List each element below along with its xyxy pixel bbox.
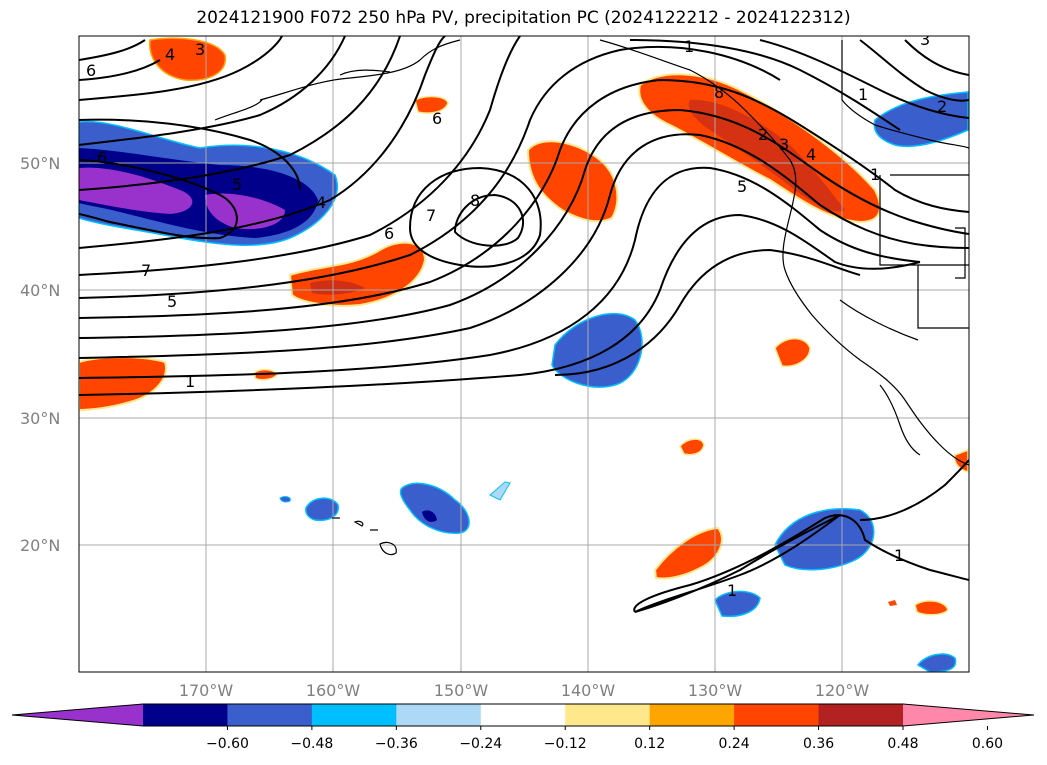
contour-label: 6 (432, 109, 442, 128)
colorbar-segment (649, 704, 735, 726)
contour-label: 3 (195, 40, 205, 59)
colorbar-tick-label: −0.60 (206, 736, 249, 752)
contour-label: 8 (470, 191, 480, 210)
colorbar-tick-label: 0.48 (887, 736, 918, 752)
colorbar-outline (11, 703, 1035, 727)
lat-label-20n: 20°N (20, 536, 60, 555)
contour-label: 6 (384, 224, 394, 243)
colorbar-extend-low (12, 704, 143, 726)
gridlines (79, 36, 969, 672)
contour-label: 2 (937, 97, 947, 116)
lon-label-160w: 160°W (306, 681, 361, 700)
contour-label: 1 (185, 372, 195, 391)
colorbar-segment (227, 704, 313, 726)
contour-label: 5 (232, 175, 242, 194)
contour-label: 5 (167, 292, 177, 311)
contour-label: 4 (316, 193, 326, 212)
colorbar-segment (143, 704, 228, 726)
contour-label: 7 (141, 261, 151, 280)
colorbar-extend-high (903, 704, 1034, 726)
colorbar-tick-label: −0.24 (459, 736, 502, 752)
colorbar-tick-label: 0.24 (719, 736, 750, 752)
colorbar-tick-label: 0.60 (972, 736, 1003, 752)
colorbar-segment (311, 704, 397, 726)
pv-contours (79, 36, 969, 613)
contour-label: 6 (86, 61, 96, 80)
contour-label: 4 (165, 45, 175, 64)
hawaii-islands (332, 517, 397, 556)
contour-label: 3 (779, 135, 789, 154)
colorbar-segment (734, 704, 820, 726)
map-title: 2024121900 F072 250 hPa PV, precipitatio… (196, 8, 851, 28)
contour-label: 2 (758, 125, 768, 144)
colorbar-segment (818, 704, 904, 726)
lat-label-50n: 50°N (20, 154, 60, 173)
lon-label-170w: 170°W (179, 681, 234, 700)
colorbar-segment (396, 704, 482, 726)
contour-label: 5 (737, 177, 747, 196)
lon-label-130w: 130°W (688, 681, 743, 700)
contour-labels: 3 4 6 6 5 4 6 7 5 1 6 7 8 1 8 2 3 4 5 1 … (86, 30, 947, 600)
colorbar: −0.60 −0.48 −0.36 −0.24 −0.12 0.12 0.24 0.36 0.4… (11, 703, 1035, 752)
colorbar-tick-label: −0.12 (544, 736, 587, 752)
contour-label: 3 (920, 30, 930, 49)
lat-label-40n: 40°N (20, 281, 60, 300)
colorbar-tick-label: 0.12 (634, 736, 665, 752)
map-frame (78, 35, 970, 673)
contour-label: 7 (426, 206, 436, 225)
contour-label: 1 (894, 546, 904, 565)
colorbar-tick-label: −0.36 (375, 736, 418, 752)
contour-label: 6 (97, 148, 107, 167)
precip-negative-areas (79, 91, 969, 672)
lon-label-140w: 140°W (561, 681, 616, 700)
contour-label: 1 (858, 85, 868, 104)
lon-label-150w: 150°W (434, 681, 489, 700)
colorbar-tick-label: 0.36 (803, 736, 834, 752)
colorbar-segment (565, 704, 651, 726)
contour-label: 1 (684, 37, 694, 56)
contour-label: 8 (714, 83, 724, 102)
contour-label: 1 (727, 581, 737, 600)
colorbar-segment (480, 704, 566, 726)
colorbar-tick-label: −0.48 (290, 736, 333, 752)
contour-label: 1 (870, 165, 880, 184)
contour-label: 4 (806, 145, 816, 164)
lat-label-30n: 30°N (20, 409, 60, 428)
lon-label-120w: 120°W (815, 681, 870, 700)
